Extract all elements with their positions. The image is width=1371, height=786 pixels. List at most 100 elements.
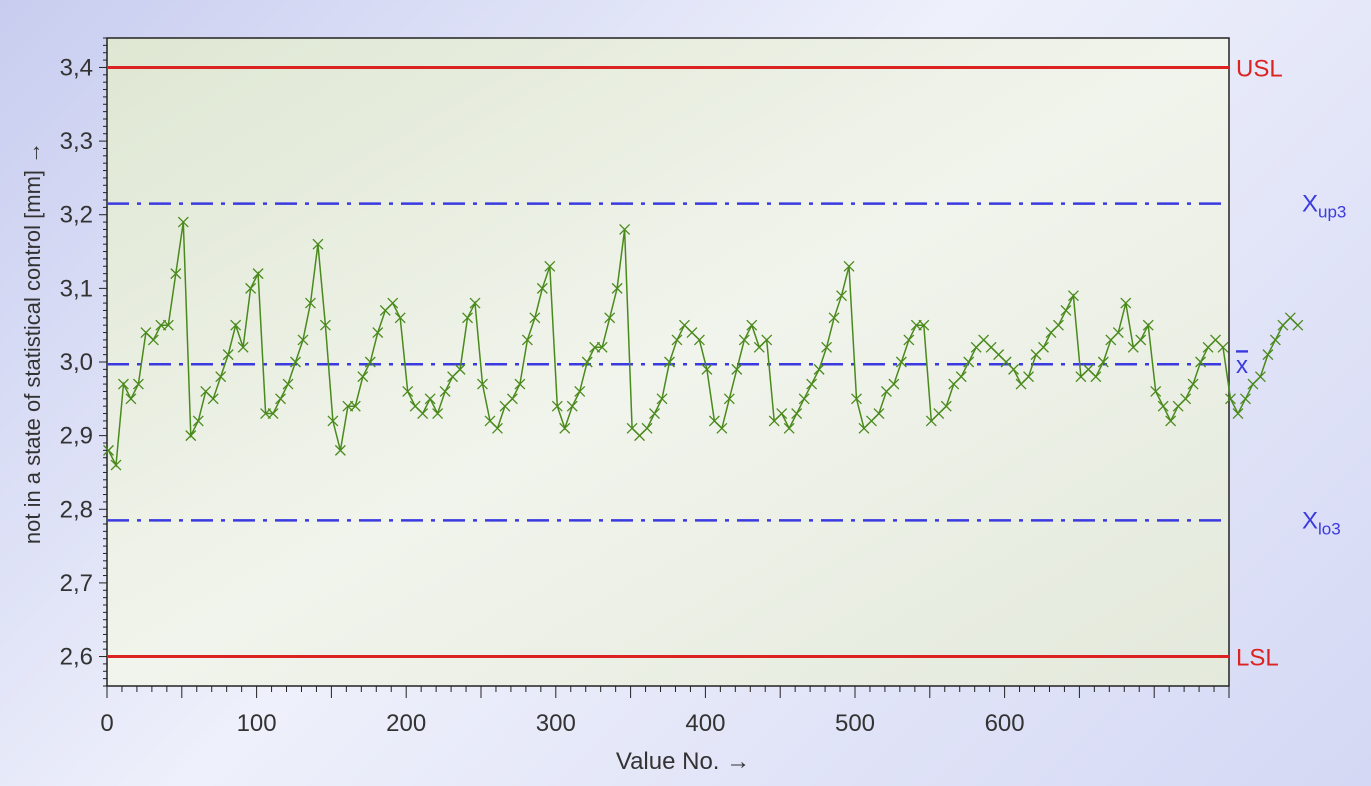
data-point	[394, 312, 406, 324]
marker-stroke	[334, 444, 346, 456]
x-tick-label: 500	[835, 710, 875, 737]
y-tick-label: 3,4	[60, 54, 93, 81]
data-point	[267, 408, 279, 420]
marker-stroke	[738, 334, 750, 346]
marker-stroke	[1023, 371, 1034, 383]
data-point	[290, 356, 301, 368]
data-point	[611, 282, 623, 294]
marker-stroke	[940, 400, 952, 412]
data-point	[596, 341, 608, 353]
marker-stroke	[1052, 319, 1064, 331]
data-point	[716, 422, 728, 434]
data-point	[551, 400, 563, 412]
marker-stroke	[521, 334, 533, 346]
y-tick-label: 3,1	[60, 275, 93, 302]
data-point	[1232, 408, 1244, 420]
marker-stroke	[491, 422, 503, 434]
marker-stroke	[723, 393, 735, 405]
marker-stroke	[103, 444, 114, 456]
data-point	[349, 400, 361, 412]
data-point	[275, 393, 286, 405]
marker-stroke	[671, 334, 683, 346]
data-point	[177, 216, 189, 228]
data-point	[761, 334, 773, 346]
data-point	[656, 393, 668, 405]
data-point	[1254, 371, 1266, 383]
marker-stroke	[387, 297, 399, 309]
marker-stroke	[678, 319, 690, 331]
data-point	[357, 371, 369, 383]
marker-stroke	[1135, 334, 1147, 346]
data-point	[806, 378, 818, 390]
marker-stroke	[252, 268, 264, 280]
data-point	[417, 408, 429, 420]
marker-stroke	[432, 408, 444, 420]
data-point	[604, 312, 616, 324]
marker-stroke	[529, 312, 541, 324]
marker-stroke	[1097, 356, 1109, 368]
data-point	[207, 393, 219, 405]
data-point	[1157, 400, 1169, 412]
x-tick-label: 600	[985, 710, 1025, 737]
marker-stroke	[417, 408, 429, 420]
data-point	[334, 444, 346, 456]
marker-stroke	[701, 363, 713, 375]
marker-stroke	[1067, 290, 1079, 302]
data-point	[1067, 290, 1079, 302]
marker-stroke	[222, 349, 234, 361]
data-point	[619, 223, 631, 235]
marker-stroke	[1038, 341, 1049, 353]
data-series	[103, 216, 1304, 471]
data-point	[776, 408, 788, 420]
data-point	[888, 378, 900, 390]
data-point	[903, 334, 915, 346]
marker-stroke	[1180, 393, 1192, 405]
data-point	[1052, 319, 1064, 331]
data-point	[1217, 341, 1229, 353]
data-point	[843, 260, 855, 272]
reference-line-labels: USL Xup3 x Xlo3 LSL	[1236, 55, 1346, 671]
x-tick-label: 400	[685, 710, 725, 737]
marker-stroke	[611, 282, 623, 294]
data-point	[432, 408, 444, 420]
data-point	[462, 312, 473, 324]
data-point	[649, 408, 660, 420]
marker-stroke	[686, 327, 698, 339]
data-point	[237, 341, 249, 353]
marker-stroke	[409, 400, 421, 412]
data-point	[791, 408, 803, 420]
marker-stroke	[1008, 363, 1020, 375]
data-point	[671, 334, 683, 346]
data-point	[798, 393, 810, 405]
data-point	[1120, 297, 1132, 309]
data-point	[940, 400, 952, 412]
data-point	[170, 268, 182, 280]
data-point	[738, 334, 750, 346]
data-point	[559, 422, 571, 434]
data-point	[1225, 393, 1236, 405]
data-point	[222, 349, 234, 361]
ref-label-lsl: LSL	[1236, 645, 1279, 672]
marker-stroke	[656, 393, 668, 405]
marker-stroke	[536, 282, 548, 294]
marker-stroke	[1165, 415, 1177, 427]
data-point	[544, 260, 556, 272]
marker-stroke	[514, 378, 526, 390]
marker-stroke	[783, 422, 795, 434]
ref-label-xup3: Xup3	[1302, 191, 1346, 222]
data-point	[364, 356, 376, 368]
marker-stroke	[237, 341, 249, 353]
marker-stroke	[604, 312, 616, 324]
marker-stroke	[230, 319, 242, 331]
marker-stroke	[170, 268, 182, 280]
data-point	[693, 334, 705, 346]
data-point	[319, 319, 331, 331]
marker-stroke	[821, 341, 833, 353]
data-point	[491, 422, 503, 434]
data-point	[1269, 334, 1281, 346]
data-point	[1180, 393, 1192, 405]
marker-stroke	[559, 422, 571, 434]
marker-stroke	[978, 334, 990, 346]
data-point	[813, 363, 825, 375]
data-point	[664, 356, 675, 368]
